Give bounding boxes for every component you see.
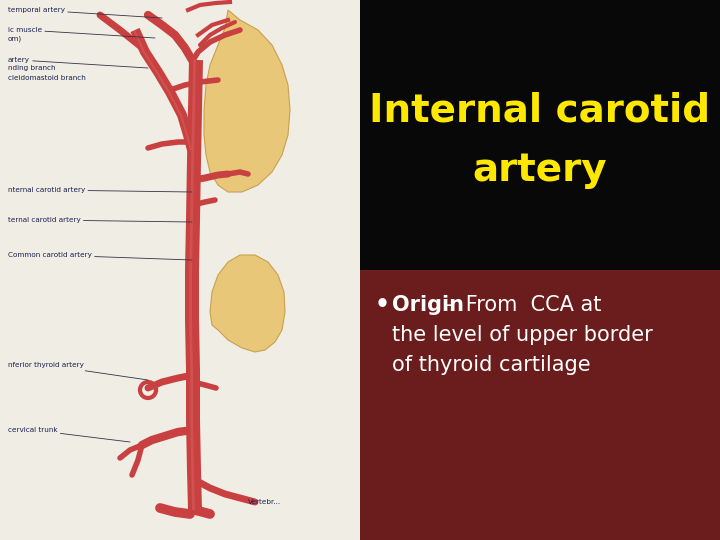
Text: Internal carotid: Internal carotid (369, 91, 711, 129)
Text: the level of upper border: the level of upper border (392, 325, 653, 345)
Text: cervical trunk: cervical trunk (8, 427, 130, 442)
Polygon shape (189, 60, 196, 510)
Polygon shape (130, 28, 197, 151)
Text: cleidomastoid branch: cleidomastoid branch (8, 75, 86, 81)
Text: artery: artery (473, 151, 607, 189)
Text: nternal carotid artery: nternal carotid artery (8, 187, 192, 193)
Text: temporal artery: temporal artery (8, 7, 162, 18)
FancyBboxPatch shape (360, 270, 720, 540)
Text: ic muscle: ic muscle (8, 27, 155, 38)
Text: om): om) (8, 36, 22, 42)
Text: nferior thyroid artery: nferior thyroid artery (8, 362, 148, 380)
Polygon shape (133, 30, 192, 151)
Polygon shape (185, 60, 203, 510)
Text: -  From  CCA at: - From CCA at (445, 295, 601, 315)
Text: Origin: Origin (392, 295, 464, 315)
Text: Common carotid artery: Common carotid artery (8, 252, 192, 260)
Text: Vertebr...: Vertebr... (248, 499, 281, 505)
Polygon shape (210, 255, 285, 352)
Text: •: • (375, 293, 390, 317)
Polygon shape (204, 10, 290, 192)
Text: of thyroid cartilage: of thyroid cartilage (392, 355, 590, 375)
FancyBboxPatch shape (360, 0, 720, 270)
Text: ternal carotid artery: ternal carotid artery (8, 217, 192, 223)
Text: nding branch: nding branch (8, 65, 55, 71)
FancyBboxPatch shape (0, 0, 360, 540)
Text: artery: artery (8, 57, 148, 68)
